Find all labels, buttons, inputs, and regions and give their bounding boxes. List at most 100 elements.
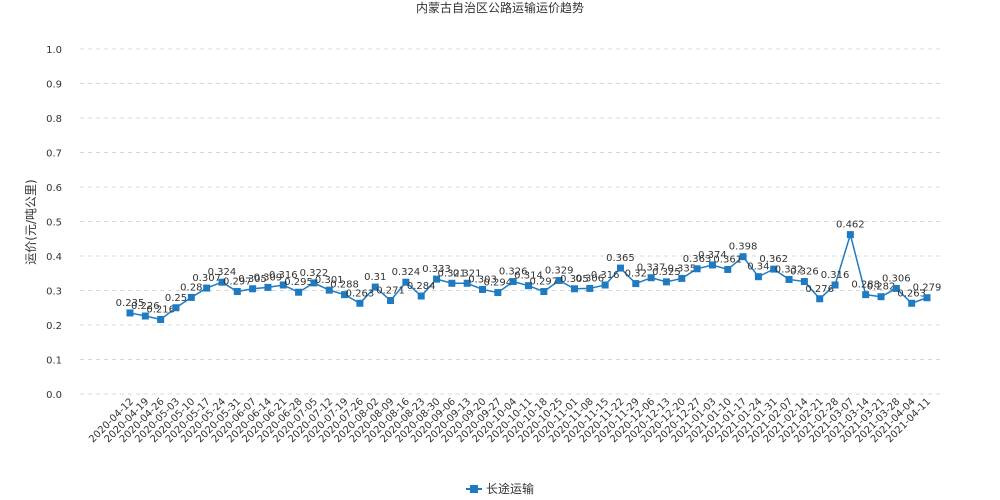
data-label: 0.324 bbox=[392, 267, 421, 278]
data-label: 0.329 bbox=[545, 265, 574, 276]
y-tick-label: 0.7 bbox=[46, 149, 62, 160]
data-label: 0.316 bbox=[269, 270, 298, 281]
data-label: 0.276 bbox=[805, 284, 834, 295]
data-label: 0.216 bbox=[146, 304, 175, 315]
data-label: 0.31 bbox=[364, 272, 386, 283]
data-point bbox=[877, 293, 885, 301]
data-label: 0.326 bbox=[790, 267, 819, 278]
data-label: 0.284 bbox=[407, 281, 436, 292]
data-label: 0.325 bbox=[652, 267, 681, 278]
y-tick-label: 0.2 bbox=[46, 321, 62, 332]
data-label: 0.332 bbox=[775, 264, 804, 275]
data-point bbox=[279, 281, 287, 289]
data-label: 0.288 bbox=[851, 280, 880, 291]
data-point bbox=[387, 297, 395, 305]
data-point bbox=[785, 275, 793, 283]
data-label: 0.337 bbox=[637, 263, 666, 274]
data-point bbox=[264, 283, 272, 291]
data-point bbox=[325, 286, 333, 294]
data-point bbox=[754, 273, 762, 281]
data-label: 0.363 bbox=[683, 254, 712, 265]
data-point bbox=[555, 276, 563, 284]
data-point bbox=[157, 315, 165, 323]
data-point bbox=[770, 265, 778, 273]
data-label: 0.398 bbox=[729, 242, 758, 253]
data-point bbox=[908, 299, 916, 307]
data-point bbox=[632, 280, 640, 288]
legend-marker bbox=[470, 485, 478, 493]
data-label: 0.32 bbox=[625, 269, 647, 280]
data-label: 0.303 bbox=[468, 274, 497, 285]
y-axis-ticks: 0.0 0.1 0.2 0.3 0.4 0.5 0.6 0.7 0.8 0.9 1.0 bbox=[46, 45, 62, 401]
y-axis-title: 运价(元/吨公里) bbox=[24, 179, 38, 264]
data-label: 0.294 bbox=[484, 278, 513, 289]
data-point bbox=[616, 264, 624, 272]
data-point bbox=[678, 274, 686, 282]
data-point bbox=[402, 278, 410, 286]
data-label: 0.362 bbox=[759, 254, 788, 265]
y-tick-label: 0.6 bbox=[46, 183, 62, 194]
data-label: 0.307 bbox=[192, 273, 221, 284]
data-label: 0.297 bbox=[530, 277, 559, 288]
data-point bbox=[923, 294, 931, 302]
data-point bbox=[586, 284, 594, 292]
data-point bbox=[371, 283, 379, 291]
data-label: 0.361 bbox=[713, 254, 742, 265]
legend[interactable]: 长途运输 bbox=[466, 481, 534, 496]
data-point bbox=[708, 261, 716, 269]
data-point bbox=[846, 231, 854, 239]
data-point bbox=[249, 285, 257, 293]
data-point bbox=[479, 285, 487, 293]
data-label: 0.25 bbox=[165, 293, 187, 304]
y-tick-label: 0.0 bbox=[46, 390, 62, 401]
y-tick-label: 0.4 bbox=[46, 252, 62, 263]
y-tick-label: 1.0 bbox=[46, 45, 62, 56]
y-tick-label: 0.5 bbox=[46, 218, 62, 229]
data-label: 0.288 bbox=[330, 280, 359, 291]
data-point bbox=[356, 299, 364, 307]
data-point bbox=[218, 278, 226, 286]
data-point bbox=[601, 281, 609, 289]
data-label: 0.295 bbox=[284, 277, 313, 288]
data-point bbox=[647, 274, 655, 282]
data-point bbox=[433, 275, 441, 283]
data-label: 0.335 bbox=[667, 263, 696, 274]
data-label: 0.297 bbox=[223, 277, 252, 288]
data-point bbox=[525, 282, 532, 290]
legend-label: 长途运输 bbox=[486, 481, 534, 496]
data-label: 0.301 bbox=[315, 275, 344, 286]
data-label: 0.321 bbox=[438, 268, 467, 279]
data-point bbox=[141, 312, 149, 320]
y-tick-label: 0.1 bbox=[46, 356, 62, 367]
data-label: 0.309 bbox=[254, 272, 283, 283]
data-point bbox=[341, 291, 349, 299]
y-tick-label: 0.8 bbox=[46, 114, 62, 125]
data-label: 0.305 bbox=[560, 274, 589, 285]
data-label: 0.324 bbox=[208, 267, 237, 278]
x-axis-ticks: 2020-04-122020-04-192020-04-262020-05-03… bbox=[87, 396, 933, 445]
data-point bbox=[724, 265, 732, 273]
y-tick-label: 0.9 bbox=[46, 80, 62, 91]
data-label: 0.333 bbox=[422, 264, 451, 275]
data-point bbox=[892, 284, 900, 292]
data-point bbox=[831, 281, 839, 289]
data-point bbox=[494, 289, 502, 297]
data-point bbox=[126, 309, 134, 317]
data-label: 0.263 bbox=[897, 288, 926, 299]
data-label: 0.316 bbox=[591, 270, 620, 281]
data-point bbox=[187, 293, 195, 301]
data-point bbox=[509, 278, 517, 286]
data-label: 0.263 bbox=[346, 288, 375, 299]
data-point bbox=[310, 279, 318, 287]
data-point bbox=[448, 279, 456, 287]
data-point bbox=[540, 288, 548, 296]
data-point bbox=[570, 285, 578, 293]
data-label: 0.322 bbox=[300, 268, 329, 279]
data-label: 0.28 bbox=[180, 282, 202, 293]
chart-title: 内蒙古自治区公路运输运价趋势 bbox=[416, 0, 584, 15]
data-point bbox=[417, 292, 425, 300]
data-point bbox=[739, 253, 747, 261]
data-label: 0.321 bbox=[453, 268, 482, 279]
